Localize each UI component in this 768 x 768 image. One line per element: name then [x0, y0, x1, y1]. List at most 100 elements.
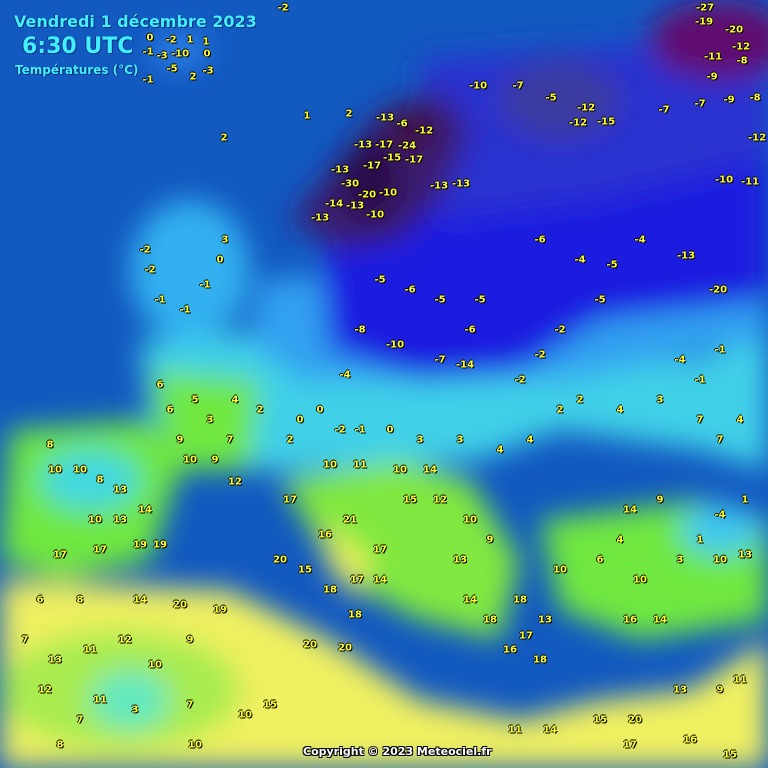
station-temperature: 12 — [118, 634, 132, 646]
station-temperature: -10 — [378, 187, 398, 199]
station-temperature: -15 — [382, 152, 402, 164]
station-temperature: 6 — [166, 404, 174, 416]
station-temperature: 4 — [526, 434, 534, 446]
station-temperature: 20 — [173, 599, 187, 611]
station-temperature: 16 — [623, 614, 637, 626]
station-temperature: 10 — [73, 464, 87, 476]
station-temperature: 8 — [76, 594, 84, 606]
map-date: Vendredi 1 décembre 2023 — [14, 12, 257, 31]
station-temperature: -1 — [142, 74, 154, 86]
station-temperature: -17 — [374, 139, 394, 151]
station-temperature: 7 — [76, 714, 84, 726]
station-temperature: -2 — [277, 2, 289, 14]
station-temperature: 0 — [316, 404, 324, 416]
station-temperature: -2 — [334, 424, 346, 436]
station-temperature: -2 — [554, 324, 566, 336]
station-temperature: 6 — [596, 554, 604, 566]
station-temperature: 14 — [373, 574, 387, 586]
station-temperature: 11 — [508, 724, 522, 736]
station-temperature: 10 — [148, 659, 162, 671]
station-temperature: 11 — [353, 459, 367, 471]
station-temperature: -2 — [534, 349, 546, 361]
station-temperature: 7 — [226, 434, 234, 446]
station-temperature: -10 — [714, 174, 734, 186]
station-temperature: -4 — [674, 354, 686, 366]
station-temperature: 18 — [483, 614, 497, 626]
station-temperature: -15 — [596, 116, 616, 128]
station-temperature: 17 — [373, 544, 387, 556]
station-temperature: 12 — [228, 476, 242, 488]
station-temperature: 10 — [393, 464, 407, 476]
station-temperature: -7 — [512, 80, 524, 92]
station-temperature: -1 — [714, 344, 726, 356]
station-temperature: -13 — [375, 112, 395, 124]
station-temperature: -13 — [429, 180, 449, 192]
station-temperature: -10 — [468, 80, 488, 92]
station-temperature: 10 — [188, 739, 202, 751]
station-temperature: 17 — [519, 630, 533, 642]
station-temperature: -5 — [606, 259, 618, 271]
station-temperature: -3 — [156, 50, 168, 62]
station-temperature: 20 — [338, 642, 352, 654]
station-temperature: 14 — [423, 464, 437, 476]
station-temperature: -5 — [434, 294, 446, 306]
station-temperature: -12 — [747, 132, 767, 144]
station-temperature: 7 — [716, 434, 724, 446]
station-temperature: 20 — [628, 714, 642, 726]
station-temperature: 5 — [191, 394, 199, 406]
station-temperature: -12 — [568, 117, 588, 129]
station-temperature: -1 — [154, 294, 166, 306]
station-temperature: 11 — [83, 644, 97, 656]
station-temperature: 13 — [738, 549, 752, 561]
station-temperature: 1 — [186, 34, 194, 46]
station-temperature: 4 — [496, 444, 504, 456]
station-temperature: -5 — [374, 274, 386, 286]
station-temperature: 3 — [416, 434, 424, 446]
station-temperature: -27 — [695, 2, 715, 14]
station-temperature: -1 — [199, 279, 211, 291]
station-temperature: -14 — [324, 198, 344, 210]
station-temperature: -5 — [545, 92, 557, 104]
station-temperature: 4 — [616, 404, 624, 416]
station-temperature: -9 — [723, 94, 735, 106]
station-temperature: 13 — [538, 614, 552, 626]
station-temperature: -2 — [514, 374, 526, 386]
station-temperature: 15 — [593, 714, 607, 726]
station-temperature: 17 — [53, 549, 67, 561]
station-temperature: 8 — [46, 439, 54, 451]
station-temperature: -20 — [708, 284, 728, 296]
station-temperature: 6 — [36, 594, 44, 606]
station-temperature: 14 — [653, 614, 667, 626]
station-temperature: -19 — [694, 16, 714, 28]
station-temperature: -10 — [365, 209, 385, 221]
station-temperature: 3 — [676, 554, 684, 566]
station-temperature: 0 — [386, 424, 394, 436]
station-temperature: -13 — [451, 178, 471, 190]
station-temperature: 17 — [623, 739, 637, 751]
station-temperature: -12 — [576, 102, 596, 114]
station-temperature: -8 — [749, 92, 761, 104]
station-temperature: -8 — [354, 324, 366, 336]
station-temperature: 7 — [21, 634, 29, 646]
station-temperature: 2 — [220, 132, 228, 144]
station-temperature: 4 — [616, 534, 624, 546]
station-temperature: -13 — [310, 212, 330, 224]
station-temperature: 8 — [56, 739, 64, 751]
station-temperature: -4 — [714, 509, 726, 521]
station-temperature: 14 — [138, 504, 152, 516]
copyright: Copyright © 2023 Meteociel.fr — [303, 745, 492, 758]
station-temperature: 10 — [633, 574, 647, 586]
station-temperature: -10 — [385, 339, 405, 351]
station-temperature: -6 — [396, 118, 408, 130]
station-temperature: 13 — [113, 514, 127, 526]
station-temperature: -13 — [676, 250, 696, 262]
station-temperature: 1 — [303, 110, 311, 122]
station-temperature: 2 — [576, 394, 584, 406]
station-temperature: -10 — [170, 48, 190, 60]
station-temperature: 10 — [713, 554, 727, 566]
station-temperature: -7 — [694, 98, 706, 110]
station-temperature: 14 — [463, 594, 477, 606]
station-temperature: 13 — [113, 484, 127, 496]
